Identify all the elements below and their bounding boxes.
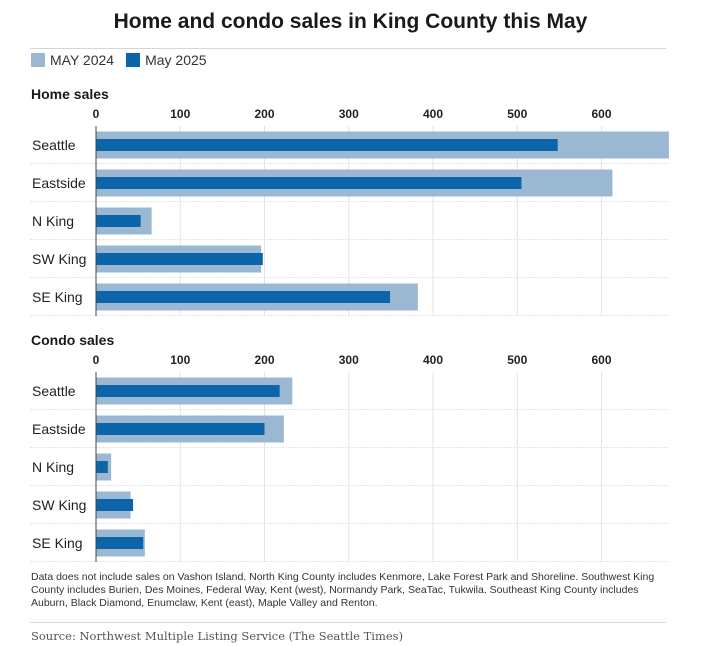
bar-2025-n-king: [96, 215, 141, 227]
category-label-eastside: Eastside: [32, 175, 86, 191]
x-tick-label: 300: [339, 353, 359, 367]
category-label-se-king: SE King: [32, 289, 83, 305]
condo-sales-title: Condo sales: [31, 332, 115, 348]
x-tick-label: 400: [423, 107, 443, 121]
legend-item-2024: MAY 2024: [31, 52, 114, 68]
x-tick-label: 200: [254, 353, 274, 367]
home-sales-title: Home sales: [31, 86, 109, 102]
x-tick-label: 600: [591, 107, 611, 121]
bar-2025-seattle: [96, 139, 558, 151]
x-tick-label: 500: [507, 107, 527, 121]
legend-swatch-2025: [126, 53, 141, 67]
category-label-eastside: Eastside: [32, 421, 86, 437]
x-tick-label: 600: [591, 353, 611, 367]
legend-label-2025: May 2025: [145, 52, 207, 68]
category-label-se-king: SE King: [32, 535, 83, 551]
condo-sales-chart: 0 100 200 300 400 500 600 Seattle Eastside N King…: [30, 353, 669, 562]
category-label-sw-king: SW King: [32, 497, 86, 513]
x-tick-label: 400: [423, 353, 443, 367]
bar-2025-sw-king: [96, 499, 134, 511]
bar-2025-se-king: [96, 291, 391, 303]
bar-2025-se-king: [96, 537, 144, 549]
bar-2025-eastside: [96, 177, 522, 189]
legend-item-2025: May 2025: [126, 52, 207, 68]
x-tick-label: 200: [254, 107, 274, 121]
category-label-n-king: N King: [32, 213, 74, 229]
x-tick-label: 300: [339, 107, 359, 121]
category-label-n-king: N King: [32, 459, 74, 475]
footnote: Data does not include sales on Vashon Is…: [31, 571, 655, 609]
source-credit: Source: Northwest Multiple Listing Servi…: [31, 629, 404, 643]
bar-2025-n-king: [96, 461, 108, 473]
legend-swatch-2024: [31, 53, 45, 67]
legend: MAY 2024 May 2025: [31, 52, 219, 68]
category-label-sw-king: SW King: [32, 251, 86, 267]
home-sales-chart: 0 100 200 300 400 500 600 Seattle Eastside N King…: [30, 107, 669, 316]
category-label-seattle: Seattle: [32, 137, 76, 153]
x-tick-label: 100: [170, 353, 190, 367]
legend-label-2024: MAY 2024: [50, 52, 115, 68]
bar-2025-sw-king: [96, 253, 263, 265]
bar-2025-seattle: [96, 385, 280, 397]
x-tick-label: 500: [507, 353, 527, 367]
category-label-seattle: Seattle: [32, 383, 76, 399]
title-divider: [30, 48, 666, 49]
bar-2025-eastside: [96, 423, 265, 435]
chart-title: Home and condo sales in King County this…: [113, 10, 588, 33]
x-tick-label: 0: [93, 353, 100, 367]
x-tick-label: 100: [170, 107, 190, 121]
x-tick-label: 0: [93, 107, 100, 121]
source-divider: [30, 622, 666, 623]
